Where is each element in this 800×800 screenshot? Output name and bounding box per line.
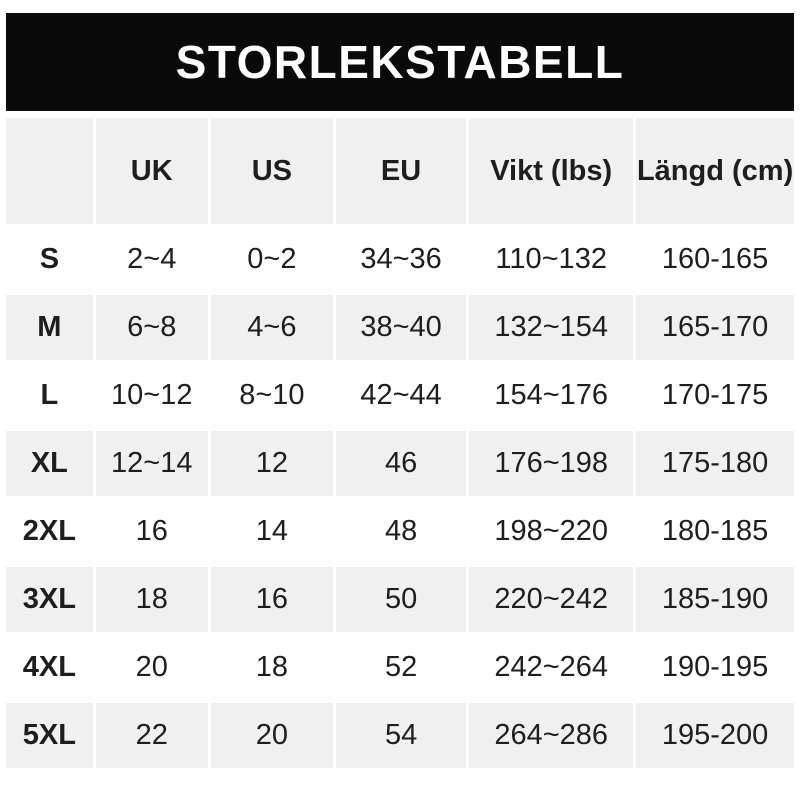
table-cell: 165-170 bbox=[636, 295, 794, 360]
table-cell: 18 bbox=[95, 567, 208, 632]
column-header-uk: UK bbox=[95, 118, 208, 224]
table-row-xl: XL 12~14 12 46 176~198 175-180 bbox=[6, 431, 794, 496]
table-cell: 180-185 bbox=[636, 499, 794, 564]
table-cell: 52 bbox=[336, 635, 467, 700]
size-chart-page: STORLEKSTABELL UK US EU Vikt (lbs) Längd (cm… bbox=[3, 13, 797, 771]
column-header-eu: EU bbox=[336, 118, 467, 224]
page-title: STORLEKSTABELL bbox=[175, 36, 625, 88]
size-label: 2XL bbox=[6, 499, 93, 564]
table-cell: 46 bbox=[336, 431, 467, 496]
title-banner: STORLEKSTABELL bbox=[6, 13, 794, 111]
table-row-s: S 2~4 0~2 34~36 110~132 160-165 bbox=[6, 227, 794, 292]
table-cell: 12~14 bbox=[95, 431, 208, 496]
column-header-us: US bbox=[210, 118, 333, 224]
table-cell: 175-180 bbox=[636, 431, 794, 496]
column-header-vikt-lbs: Vikt (lbs) bbox=[469, 118, 634, 224]
table-cell: 48 bbox=[336, 499, 467, 564]
table-cell: 16 bbox=[210, 567, 333, 632]
table-cell: 190-195 bbox=[636, 635, 794, 700]
table-cell: 22 bbox=[95, 703, 208, 768]
table-cell: 2~4 bbox=[95, 227, 208, 292]
table-cell: 176~198 bbox=[469, 431, 634, 496]
table-row-5xl: 5XL 22 20 54 264~286 195-200 bbox=[6, 703, 794, 768]
table-cell: 0~2 bbox=[210, 227, 333, 292]
table-cell: 220~242 bbox=[469, 567, 634, 632]
size-label: S bbox=[6, 227, 93, 292]
table-cell: 8~10 bbox=[210, 363, 333, 428]
table-row-l: L 10~12 8~10 42~44 154~176 170-175 bbox=[6, 363, 794, 428]
table-cell: 38~40 bbox=[336, 295, 467, 360]
table-row-2xl: 2XL 16 14 48 198~220 180-185 bbox=[6, 499, 794, 564]
table-cell: 110~132 bbox=[469, 227, 634, 292]
size-label: L bbox=[6, 363, 93, 428]
column-header-size bbox=[6, 118, 93, 224]
table-cell: 12 bbox=[210, 431, 333, 496]
table-row-4xl: 4XL 20 18 52 242~264 190-195 bbox=[6, 635, 794, 700]
table-cell: 20 bbox=[210, 703, 333, 768]
header-row: UK US EU Vikt (lbs) Längd (cm) bbox=[6, 118, 794, 224]
table-cell: 34~36 bbox=[336, 227, 467, 292]
size-label: XL bbox=[6, 431, 93, 496]
column-header-l-ngd-cm: Längd (cm) bbox=[636, 118, 794, 224]
table-cell: 16 bbox=[95, 499, 208, 564]
table-cell: 20 bbox=[95, 635, 208, 700]
table-cell: 6~8 bbox=[95, 295, 208, 360]
size-label: 3XL bbox=[6, 567, 93, 632]
table-cell: 195-200 bbox=[636, 703, 794, 768]
table-row-3xl: 3XL 18 16 50 220~242 185-190 bbox=[6, 567, 794, 632]
table-cell: 242~264 bbox=[469, 635, 634, 700]
table-cell: 14 bbox=[210, 499, 333, 564]
table-row-m: M 6~8 4~6 38~40 132~154 165-170 bbox=[6, 295, 794, 360]
size-label: 4XL bbox=[6, 635, 93, 700]
size-table: UK US EU Vikt (lbs) Längd (cm) S 2~4 0~2 34~36 1… bbox=[3, 115, 797, 771]
table-cell: 54 bbox=[336, 703, 467, 768]
table-cell: 132~154 bbox=[469, 295, 634, 360]
size-label: 5XL bbox=[6, 703, 93, 768]
table-cell: 170-175 bbox=[636, 363, 794, 428]
table-cell: 264~286 bbox=[469, 703, 634, 768]
table-cell: 42~44 bbox=[336, 363, 467, 428]
table-cell: 185-190 bbox=[636, 567, 794, 632]
table-cell: 160-165 bbox=[636, 227, 794, 292]
table-cell: 154~176 bbox=[469, 363, 634, 428]
table-cell: 4~6 bbox=[210, 295, 333, 360]
table-cell: 18 bbox=[210, 635, 333, 700]
table-cell: 10~12 bbox=[95, 363, 208, 428]
table-cell: 198~220 bbox=[469, 499, 634, 564]
table-cell: 50 bbox=[336, 567, 467, 632]
size-label: M bbox=[6, 295, 93, 360]
